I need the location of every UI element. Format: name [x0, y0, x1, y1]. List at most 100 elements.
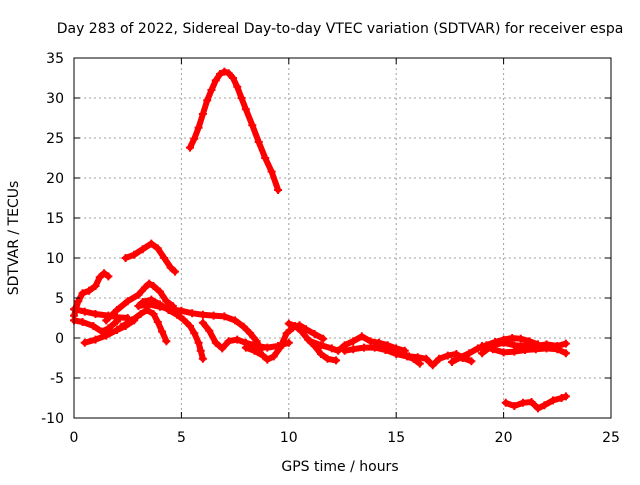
data-point	[138, 245, 147, 254]
data-point	[218, 344, 227, 353]
data-point	[78, 318, 87, 326]
data-point	[456, 353, 465, 362]
data-point	[405, 352, 414, 361]
data-point	[478, 342, 487, 350]
data-point	[78, 289, 87, 298]
data-point	[297, 327, 306, 336]
y-tick-label: 15	[46, 211, 64, 227]
data-point	[540, 401, 549, 410]
data-point	[392, 350, 401, 358]
data-point	[211, 76, 220, 85]
y-tick-label: 5	[55, 291, 64, 307]
data-point	[443, 351, 452, 360]
data-point	[196, 346, 205, 355]
data-point	[422, 354, 431, 363]
data-point	[510, 341, 519, 350]
data-point	[162, 337, 171, 346]
data-point	[203, 96, 212, 105]
data-point	[179, 315, 188, 324]
data-point	[233, 82, 242, 91]
data-point	[415, 359, 424, 368]
data-point	[185, 322, 194, 330]
data-point	[194, 123, 203, 132]
data-point	[478, 349, 487, 358]
data-point	[166, 263, 175, 272]
data-point	[557, 394, 566, 402]
data-point	[190, 134, 199, 143]
data-point	[284, 338, 293, 347]
data-point	[501, 398, 510, 407]
data-point	[274, 186, 283, 194]
data-point	[233, 335, 242, 344]
data-point	[499, 348, 508, 357]
data-point	[134, 290, 143, 299]
data-point	[349, 345, 358, 354]
data-point	[231, 316, 240, 325]
data-point	[121, 254, 130, 262]
data-point	[162, 297, 171, 306]
x-tick-label: 20	[495, 430, 513, 446]
data-point	[104, 272, 113, 281]
data-point	[112, 326, 121, 334]
grid-layer	[74, 58, 611, 418]
data-point	[155, 287, 164, 296]
data-point	[237, 94, 246, 102]
data-point	[310, 330, 319, 338]
data-point	[198, 310, 207, 319]
data-point	[224, 69, 233, 78]
data-point	[349, 337, 358, 346]
data-point	[267, 167, 276, 176]
data-point	[112, 317, 121, 326]
data-point	[153, 244, 162, 253]
data-point	[185, 143, 194, 152]
data-point	[160, 254, 169, 262]
plot-frame	[73, 57, 612, 419]
data-point	[104, 324, 113, 333]
data-point	[158, 327, 167, 336]
series-line	[187, 68, 282, 193]
series-mid-fall	[117, 306, 171, 346]
data-point	[155, 302, 164, 311]
data-point	[220, 67, 229, 76]
data-point	[127, 316, 136, 325]
series-big-arc	[185, 67, 283, 194]
data-point	[100, 269, 109, 278]
data-point	[188, 309, 197, 318]
data-point	[198, 354, 207, 363]
data-point	[145, 279, 154, 288]
data-point	[467, 357, 476, 366]
series-late-low	[501, 392, 570, 413]
data-point	[102, 316, 111, 325]
data-point	[80, 307, 89, 316]
series-mid-arc	[121, 239, 179, 276]
data-point	[194, 338, 203, 347]
data-point	[91, 282, 100, 290]
x-tick-label: 15	[387, 430, 405, 446]
y-tick-label: 0	[55, 331, 64, 347]
data-point	[102, 331, 111, 340]
data-point	[134, 302, 143, 310]
x-tick-label: 5	[177, 430, 186, 446]
x-tick-label: 25	[602, 430, 620, 446]
data-point	[319, 334, 328, 343]
data-point	[413, 353, 422, 362]
data-point	[269, 352, 278, 361]
data-point	[561, 339, 570, 348]
data-point	[291, 322, 300, 330]
y-tick-label: 25	[46, 131, 64, 147]
data-point	[340, 346, 349, 355]
data-point	[198, 318, 207, 327]
data-point	[80, 338, 89, 347]
data-point	[332, 356, 341, 365]
data-point	[224, 337, 233, 346]
data-point	[211, 338, 220, 347]
data-point	[359, 343, 368, 352]
data-point	[435, 354, 444, 363]
data-point	[370, 343, 379, 352]
data-point	[549, 396, 558, 405]
data-point	[198, 110, 207, 118]
data-point	[241, 343, 250, 352]
data-point	[248, 121, 257, 130]
